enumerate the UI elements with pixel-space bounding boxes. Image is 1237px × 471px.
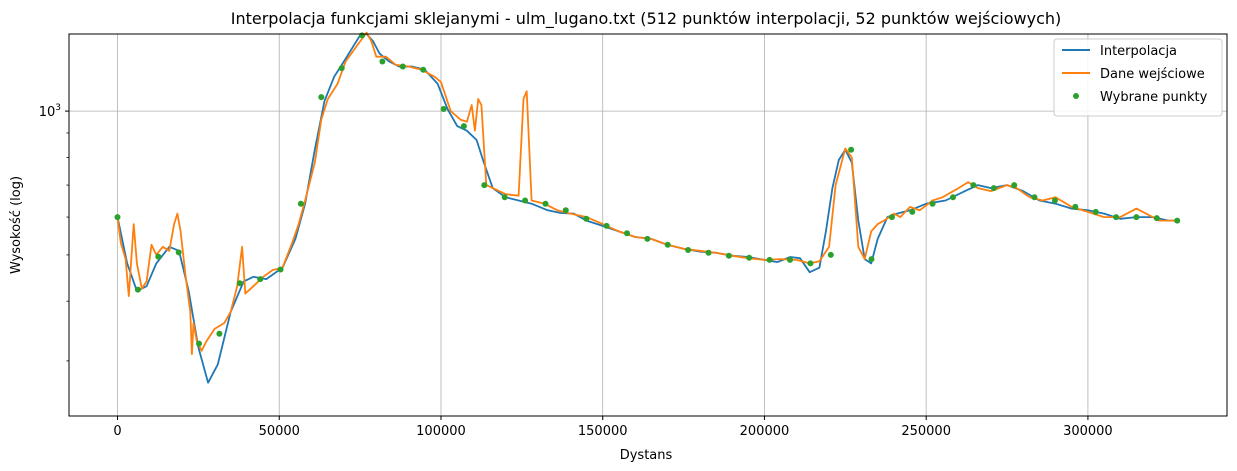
selected-point <box>644 235 651 242</box>
selected-point <box>359 32 366 39</box>
selected-point <box>807 260 814 267</box>
selected-point <box>1153 215 1160 222</box>
selected-point <box>1031 194 1038 201</box>
selected-point <box>1174 217 1181 224</box>
y-axis: 103 <box>39 103 69 362</box>
selected-point <box>175 249 182 256</box>
selected-point <box>950 194 956 201</box>
selected-point <box>1011 182 1018 189</box>
y-tick-label: 103 <box>39 103 61 120</box>
selected-point <box>277 266 284 273</box>
selected-point <box>664 241 671 248</box>
selected-point <box>318 94 325 101</box>
selected-point <box>725 252 732 259</box>
selected-point <box>746 254 753 261</box>
selected-point <box>297 200 304 207</box>
selected-point <box>705 249 712 256</box>
x-tick-label: 200000 <box>740 424 790 439</box>
selected-point <box>522 197 529 204</box>
selected-point <box>542 200 549 207</box>
legend-entry-input: Dane wejściowe <box>1100 67 1205 82</box>
legend-entry-interp: Interpolacja <box>1100 44 1177 59</box>
selected-point <box>848 146 855 153</box>
plot-frame <box>68 33 1228 417</box>
legend-swatch-points <box>1073 93 1079 99</box>
x-tick-label: 100000 <box>416 424 466 439</box>
selected-point <box>766 256 773 263</box>
selected-point <box>399 63 406 70</box>
selected-point <box>196 340 202 347</box>
selected-point <box>1113 214 1120 221</box>
x-tick-label: 0 <box>113 424 121 439</box>
selected-point <box>114 214 121 221</box>
selected-point <box>1133 214 1140 221</box>
x-tick-label: 150000 <box>578 424 628 439</box>
selected-point <box>236 280 243 287</box>
legend-box <box>1053 38 1223 117</box>
selected-point <box>155 253 162 260</box>
selected-point <box>603 222 610 229</box>
selected-point <box>827 251 834 258</box>
selected-point <box>379 58 386 65</box>
chart-title: Interpolacja funkcjami sklejanymi - ulm_… <box>231 9 1062 29</box>
selected-point <box>1072 203 1079 210</box>
selected-point <box>1092 208 1099 215</box>
selected-point <box>257 276 264 283</box>
selected-point <box>970 182 977 189</box>
x-tick-label: 50000 <box>259 424 300 439</box>
selected-point <box>501 194 508 201</box>
selected-point <box>685 247 692 253</box>
x-axis: 0 50000 100000 150000 200000 250000 300000 <box>113 416 1113 439</box>
selected-point <box>440 106 447 112</box>
selected-point <box>990 185 997 192</box>
selected-point <box>1051 197 1058 204</box>
x-tick-label: 300000 <box>1063 424 1113 439</box>
x-tick-label: 250000 <box>901 424 951 439</box>
selected-point <box>929 200 936 207</box>
selected-point <box>420 66 427 73</box>
legend: Interpolacja Dane wejściowe Wybrane punk… <box>1053 38 1223 117</box>
selected-point <box>624 230 630 237</box>
selected-point <box>216 330 223 337</box>
selected-point <box>868 256 875 263</box>
selected-point <box>787 256 793 263</box>
selected-point <box>909 208 916 215</box>
selected-point <box>888 214 895 221</box>
x-axis-label: Dystans <box>620 448 673 463</box>
selected-point <box>460 123 467 130</box>
selected-point <box>562 207 569 214</box>
y-axis-label: Wysokość (log) <box>9 176 24 274</box>
selected-point <box>134 286 141 293</box>
selected-point <box>481 182 488 189</box>
selected-point <box>583 215 590 222</box>
plot-area <box>114 31 1181 384</box>
selected-point <box>338 65 345 72</box>
legend-entry-points: Wybrane punkty <box>1100 90 1208 105</box>
